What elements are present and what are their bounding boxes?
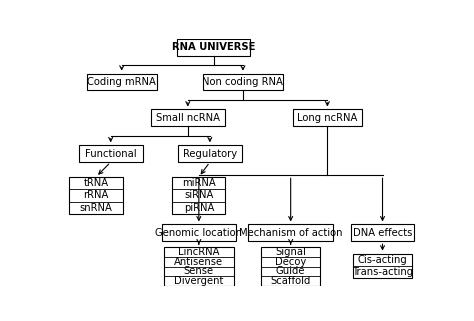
Text: Small ncRNA: Small ncRNA	[156, 113, 220, 123]
FancyBboxPatch shape	[353, 254, 412, 278]
FancyBboxPatch shape	[79, 145, 143, 162]
Text: LincRNA: LincRNA	[178, 247, 219, 257]
Text: Coding mRNA: Coding mRNA	[87, 77, 156, 87]
Text: piRNA: piRNA	[183, 203, 214, 213]
Text: snRNA: snRNA	[80, 203, 112, 213]
Text: RNA UNIVERSE: RNA UNIVERSE	[172, 42, 255, 52]
FancyBboxPatch shape	[248, 224, 333, 241]
Text: Genomic location: Genomic location	[155, 228, 242, 238]
Text: Decoy: Decoy	[275, 257, 306, 267]
Text: Guide: Guide	[276, 266, 305, 276]
FancyBboxPatch shape	[162, 224, 236, 241]
Text: Mechanism of action: Mechanism of action	[239, 228, 342, 238]
Text: DNA effects: DNA effects	[353, 228, 412, 238]
FancyBboxPatch shape	[87, 74, 156, 91]
Text: miRNA: miRNA	[182, 178, 216, 188]
FancyBboxPatch shape	[261, 247, 320, 286]
FancyBboxPatch shape	[69, 177, 123, 214]
FancyBboxPatch shape	[202, 74, 283, 91]
Text: Trans-acting: Trans-acting	[352, 267, 413, 277]
Text: Long ncRNA: Long ncRNA	[297, 113, 357, 123]
Text: Antisense: Antisense	[174, 257, 223, 267]
Text: Functional: Functional	[85, 149, 137, 159]
Text: Cis-acting: Cis-acting	[358, 255, 407, 265]
Text: Sense: Sense	[184, 266, 214, 276]
FancyBboxPatch shape	[178, 145, 242, 162]
Text: tRNA: tRNA	[83, 178, 109, 188]
FancyBboxPatch shape	[172, 177, 226, 214]
Text: rRNA: rRNA	[83, 190, 109, 201]
FancyBboxPatch shape	[177, 39, 250, 56]
FancyBboxPatch shape	[164, 247, 234, 286]
FancyBboxPatch shape	[292, 109, 362, 126]
Text: Non coding RNA: Non coding RNA	[202, 77, 283, 87]
Text: Divergent: Divergent	[174, 276, 224, 286]
FancyBboxPatch shape	[151, 109, 225, 126]
Text: Regulatory: Regulatory	[183, 149, 237, 159]
Text: Scaffold: Scaffold	[271, 276, 311, 286]
Text: siRNA: siRNA	[184, 190, 213, 201]
FancyBboxPatch shape	[351, 224, 414, 241]
Text: Signal: Signal	[275, 247, 306, 257]
